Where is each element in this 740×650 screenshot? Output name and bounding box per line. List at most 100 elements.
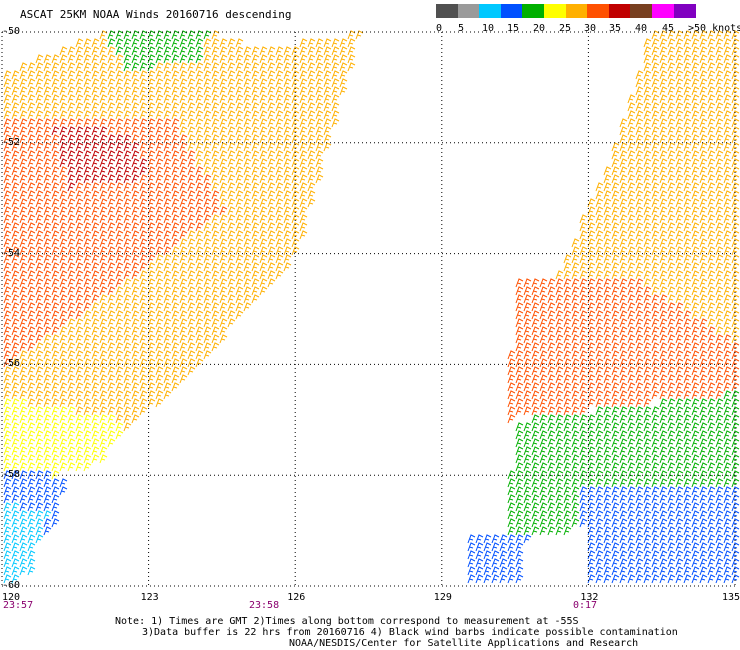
wind-barb	[107, 414, 116, 424]
wind-barb	[3, 158, 12, 168]
wind-barb	[163, 134, 172, 144]
wind-barb	[683, 110, 692, 120]
wind-barb	[723, 486, 732, 496]
wind-barb	[699, 142, 708, 152]
wind-barb	[51, 286, 60, 296]
wind-barb	[555, 318, 564, 328]
wind-barb	[67, 158, 76, 168]
wind-barb	[499, 574, 508, 584]
wind-barb	[179, 302, 188, 312]
wind-barb	[35, 406, 44, 416]
wind-barb	[155, 206, 164, 216]
wind-barb	[203, 166, 212, 176]
wind-barb	[83, 86, 92, 96]
wind-barb	[35, 142, 44, 152]
wind-barb	[507, 550, 516, 560]
wind-barb	[59, 446, 68, 456]
wind-barb	[707, 358, 716, 368]
wind-barb	[171, 38, 180, 48]
wind-barb	[683, 102, 692, 112]
wind-barb	[99, 358, 108, 368]
wind-barb	[683, 542, 692, 552]
wind-barb	[51, 502, 60, 512]
wind-barb	[595, 478, 604, 488]
wind-barb	[235, 190, 244, 200]
wind-barb	[603, 254, 612, 264]
wind-barb	[683, 30, 692, 40]
wind-barb	[643, 302, 652, 312]
wind-barb	[11, 518, 20, 528]
wind-barb	[715, 78, 724, 88]
wind-barb	[139, 110, 148, 120]
wind-barb	[587, 318, 596, 328]
wind-barb	[3, 406, 12, 416]
wind-barb	[707, 398, 716, 408]
wind-barb	[507, 350, 516, 360]
wind-barb	[59, 486, 68, 496]
wind-barb	[219, 294, 228, 304]
wind-barb	[115, 270, 124, 280]
wind-barb	[659, 366, 668, 376]
wind-barb	[651, 478, 660, 488]
wind-barb	[43, 406, 52, 416]
wind-barb	[3, 286, 12, 296]
wind-barb	[51, 134, 60, 144]
wind-barb	[35, 462, 44, 472]
wind-barb	[171, 358, 180, 368]
wind-barb	[275, 182, 284, 192]
wind-barb	[11, 350, 20, 360]
wind-barb	[259, 166, 268, 176]
wind-barb	[571, 454, 580, 464]
wind-barb	[195, 326, 204, 336]
wind-barb	[643, 182, 652, 192]
wind-barb	[163, 70, 172, 80]
wind-barb	[699, 542, 708, 552]
wind-barb	[571, 318, 580, 328]
wind-barb	[539, 358, 548, 368]
wind-barb	[83, 118, 92, 128]
wind-barb	[731, 462, 740, 472]
wind-barb	[131, 182, 140, 192]
wind-barb	[259, 198, 268, 208]
wind-barb	[715, 198, 724, 208]
wind-barb	[699, 150, 708, 160]
wind-barb	[179, 206, 188, 216]
wind-barb	[123, 414, 132, 424]
wind-barb	[51, 422, 60, 432]
wind-barb	[627, 246, 636, 256]
wind-barb	[691, 574, 700, 584]
wind-barb	[499, 534, 508, 544]
wind-barb	[707, 318, 716, 328]
wind-barb	[243, 102, 252, 112]
wind-barb	[291, 166, 300, 176]
wind-barb	[555, 390, 564, 400]
wind-barb	[715, 286, 724, 296]
wind-barb	[547, 374, 556, 384]
wind-barb	[163, 190, 172, 200]
wind-barb	[635, 414, 644, 424]
wind-barb	[691, 414, 700, 424]
wind-barb	[115, 174, 124, 184]
wind-barb	[171, 118, 180, 128]
wind-barb	[651, 278, 660, 288]
wind-barb	[235, 182, 244, 192]
wind-barb	[75, 190, 84, 200]
wind-barb	[267, 206, 276, 216]
wind-barb	[555, 510, 564, 520]
wind-barb	[595, 430, 604, 440]
wind-barb	[211, 166, 220, 176]
wind-barb	[707, 326, 716, 336]
wind-barb	[691, 166, 700, 176]
wind-barb	[211, 38, 220, 48]
wind-barb	[707, 382, 716, 392]
wind-barb	[731, 446, 740, 456]
wind-barb	[635, 574, 644, 584]
wind-barb	[115, 70, 124, 80]
wind-barb	[219, 286, 228, 296]
wind-barb	[643, 398, 652, 408]
wind-barb	[291, 214, 300, 224]
wind-barb	[203, 214, 212, 224]
wind-barb	[723, 406, 732, 416]
wind-barb	[643, 62, 652, 72]
wind-barb	[603, 406, 612, 416]
